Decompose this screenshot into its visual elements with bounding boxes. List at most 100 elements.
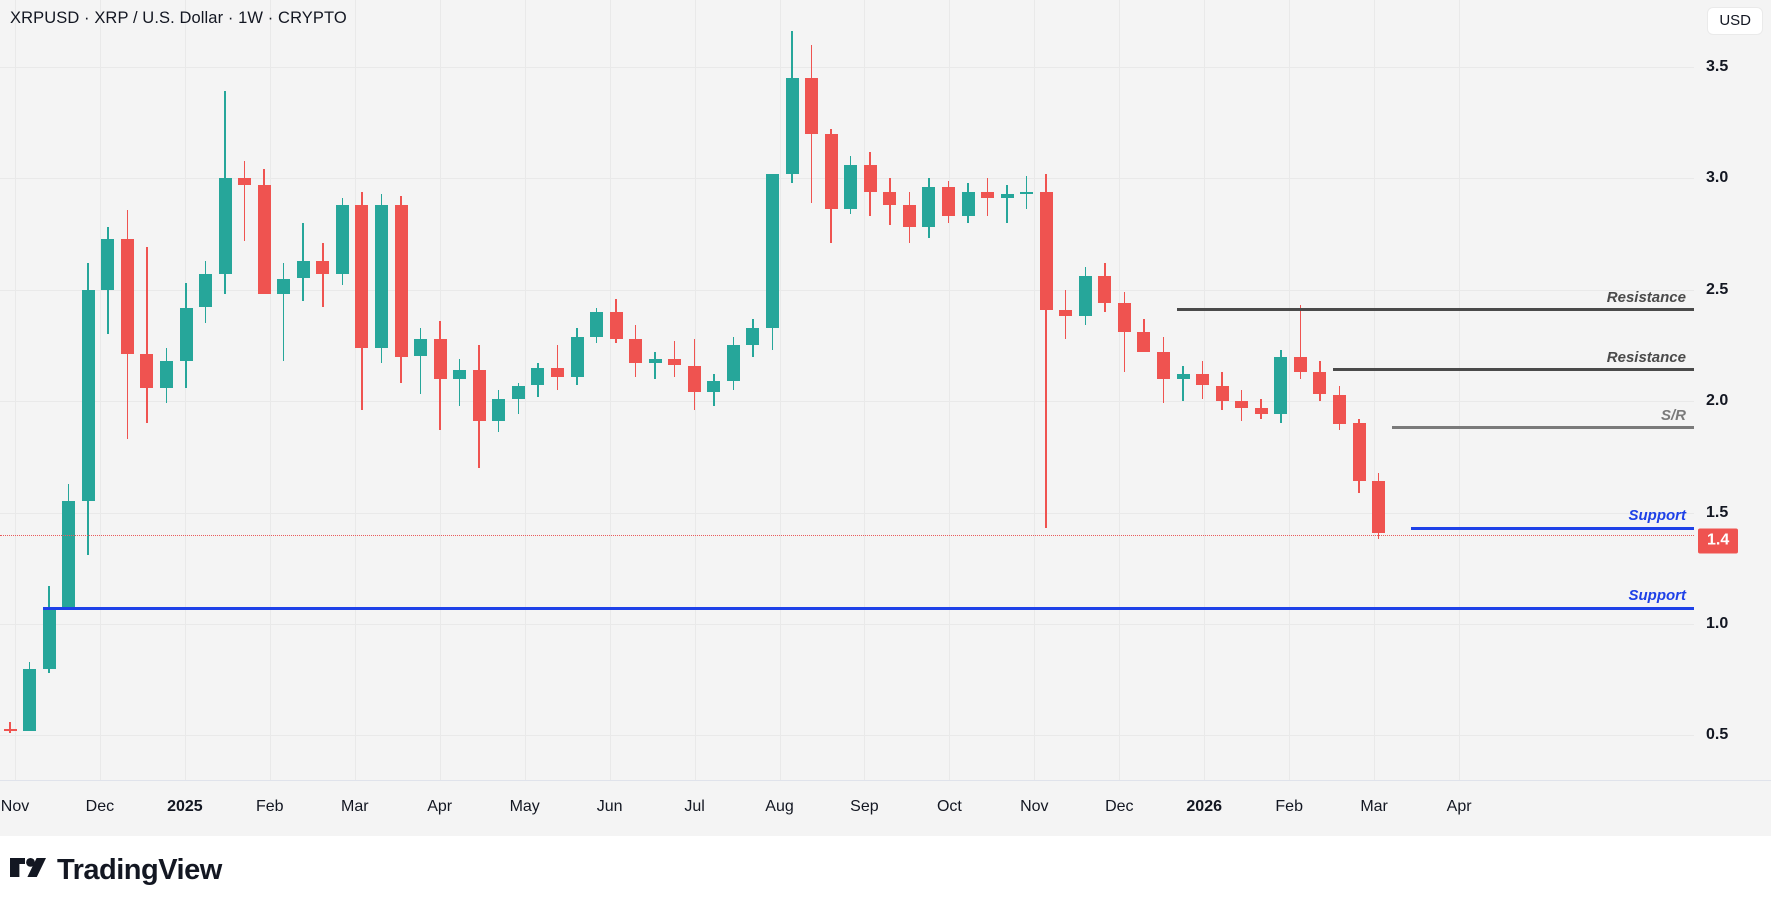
time-tick-label: Mar: [341, 798, 369, 815]
candle-wick: [1299, 305, 1302, 379]
candle-body: [1274, 356, 1288, 415]
candle-body: [863, 164, 877, 192]
sr-label-support-4: Support: [1628, 587, 1687, 605]
gridline-horizontal: [0, 624, 1694, 625]
candle-body: [316, 260, 330, 275]
time-tick-label: Apr: [1446, 798, 1472, 815]
candle-body: [179, 307, 193, 361]
sr-line-resistance-0[interactable]: [1176, 308, 1694, 312]
time-tick-label: May: [509, 798, 540, 815]
candle-body: [1254, 407, 1268, 415]
price-tick-label: 3.0: [1706, 169, 1729, 187]
sr-line-resistance-1[interactable]: [1332, 368, 1694, 372]
candle-body: [257, 185, 271, 295]
sr-line-support-4[interactable]: [42, 606, 1694, 610]
time-tick-label: Mar: [1360, 798, 1388, 815]
time-tick-label: Nov: [0, 798, 30, 815]
candle-body: [414, 338, 428, 357]
time-tick-label: Nov: [1020, 798, 1049, 815]
candle-body: [238, 178, 252, 185]
candle-body: [981, 191, 994, 199]
gridline-horizontal: [0, 401, 1694, 403]
sr-label-support-3: Support: [1628, 507, 1687, 525]
chart-plot-area[interactable]: Resistance Resistance S/R Support Support: [0, 0, 1694, 780]
candle-body: [922, 187, 936, 228]
gridline-horizontal: [0, 66, 1694, 68]
time-tick-label: Jul: [684, 798, 705, 815]
candle-body: [550, 367, 564, 377]
candle-body: [335, 205, 349, 275]
currency-badge[interactable]: USD: [1708, 8, 1762, 34]
candle-body: [1332, 394, 1346, 424]
candle-body: [1098, 276, 1112, 303]
candle-body: [120, 238, 134, 355]
gridline-vertical: [1204, 0, 1206, 780]
price-tick-label: 1.0: [1706, 615, 1729, 632]
candle-body: [824, 133, 838, 210]
candle-body: [1293, 356, 1307, 373]
candle-body: [199, 274, 212, 308]
sr-line-sr-2[interactable]: [1391, 426, 1694, 430]
candle-body: [1157, 352, 1170, 379]
candle-body: [140, 354, 154, 388]
candle-body: [883, 191, 897, 206]
time-tick-label: Dec: [1105, 798, 1134, 815]
candle-wick: [146, 247, 148, 424]
candle-body: [62, 501, 76, 609]
tradingview-wordmark: TradingView: [57, 854, 222, 886]
time-tick-label: Dec: [85, 798, 115, 815]
candle-wick: [322, 242, 324, 308]
candle-wick: [1045, 173, 1047, 529]
candle-body: [472, 369, 486, 422]
gridline-horizontal: [0, 512, 1694, 514]
candle-body: [531, 367, 545, 386]
candle-body: [1020, 191, 1034, 194]
candle-body: [23, 668, 37, 731]
candle-body: [766, 173, 779, 328]
candle-body: [218, 178, 232, 275]
candle-body: [1352, 423, 1366, 482]
candle-wick: [1006, 185, 1008, 223]
gridline-vertical: [184, 0, 186, 780]
time-tick-label: 2025: [167, 798, 203, 815]
candlestick-series: [3, 31, 1385, 734]
gridline-vertical: [354, 0, 356, 780]
candle-body: [101, 238, 115, 290]
sr-label-resistance-0: Resistance: [1606, 288, 1686, 306]
price-tick-label: 3.5: [1706, 57, 1729, 75]
time-axis[interactable]: Nov Dec 2025 Feb Mar Apr May Jun Jul Aug Sep Oct Nov…: [0, 780, 1771, 836]
candle-body: [433, 338, 447, 379]
time-tick-label: Jun: [596, 798, 623, 815]
candle-wick: [771, 312, 774, 350]
candle-body: [902, 205, 916, 228]
candle-body: [511, 385, 525, 399]
candle-body: [159, 361, 173, 388]
candle-body: [355, 205, 369, 348]
sr-label-sr-2: S/R: [1660, 406, 1686, 424]
candle-body: [453, 369, 467, 379]
gridline-vertical: [269, 0, 271, 780]
current-price-line: [0, 534, 1694, 536]
candle-body: [374, 205, 388, 348]
sr-line-support-3[interactable]: [1411, 526, 1694, 530]
candle-wick: [243, 160, 246, 241]
gridline-vertical: [1374, 0, 1376, 780]
candle-body: [629, 338, 643, 364]
price-tick-label: 2.0: [1706, 392, 1729, 410]
candle-wick: [458, 358, 461, 406]
gridline-vertical: [1034, 0, 1036, 780]
candle-wick: [654, 352, 656, 379]
gridline-horizontal: [0, 289, 1694, 291]
price-axis[interactable]: 3.5 3.0 2.5 2.0 1.5 1.0 0.5 1.4: [1694, 0, 1771, 780]
tradingview-logo-icon: [10, 857, 46, 877]
price-tick-label: 1.5: [1706, 503, 1729, 521]
candle-body: [1176, 374, 1190, 379]
candle-body: [394, 205, 408, 357]
price-tick-label: 0.5: [1706, 726, 1729, 744]
gridline-horizontal: [0, 735, 1694, 737]
gridline-vertical: [1289, 0, 1291, 780]
tradingview-brand: TradingView: [10, 856, 222, 885]
candle-body: [941, 187, 955, 217]
current-price-badge[interactable]: 1.4: [1698, 528, 1739, 554]
candle-body: [785, 78, 799, 174]
